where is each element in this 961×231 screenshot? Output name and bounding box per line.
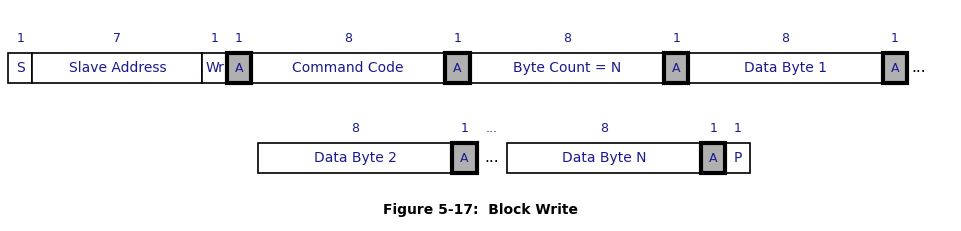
Bar [664,53,688,83]
Bar [33,53,203,83]
Text: A: A [454,61,462,75]
Bar [203,53,227,83]
Text: P: P [733,151,742,165]
Bar [726,143,750,173]
Bar [883,53,907,83]
Bar [8,53,33,83]
Text: ...: ... [912,61,926,76]
Text: A: A [460,152,469,164]
Text: 1: 1 [210,32,218,45]
Text: Data Byte 2: Data Byte 2 [313,151,397,165]
Text: A: A [891,61,899,75]
Text: 1: 1 [16,32,24,45]
Bar [227,53,251,83]
Text: A: A [709,152,718,164]
Text: A: A [234,61,243,75]
Text: Figure 5-17:  Block Write: Figure 5-17: Block Write [383,203,578,217]
Bar [702,143,726,173]
Bar [688,53,883,83]
Text: Data Byte N: Data Byte N [561,151,646,165]
Bar [445,53,470,83]
Text: S: S [15,61,25,75]
Text: 8: 8 [563,32,571,45]
Bar [883,53,907,83]
Bar [445,53,470,83]
Text: Data Byte 1: Data Byte 1 [744,61,827,75]
Bar [251,53,445,83]
Bar [506,143,702,173]
Text: Wr: Wr [205,61,224,75]
Text: Command Code: Command Code [292,61,404,75]
Text: Slave Address: Slave Address [68,61,166,75]
Text: Byte Count = N: Byte Count = N [513,61,621,75]
Bar [664,53,688,83]
Text: ...: ... [484,151,499,165]
Text: 8: 8 [344,32,352,45]
Text: 1: 1 [709,122,717,135]
Text: 8: 8 [781,32,790,45]
Bar [453,143,477,173]
Text: 1: 1 [460,122,469,135]
Bar [227,53,251,83]
Text: 1: 1 [891,32,899,45]
Bar [453,143,477,173]
Bar [470,53,664,83]
Text: 1: 1 [673,32,680,45]
Text: A: A [672,61,680,75]
Text: 1: 1 [454,32,461,45]
Text: ...: ... [485,122,498,135]
Bar [258,143,453,173]
Text: 8: 8 [600,122,608,135]
Text: 1: 1 [733,122,742,135]
Text: 1: 1 [234,32,243,45]
Text: 8: 8 [351,122,359,135]
Bar [702,143,726,173]
Text: 7: 7 [113,32,121,45]
